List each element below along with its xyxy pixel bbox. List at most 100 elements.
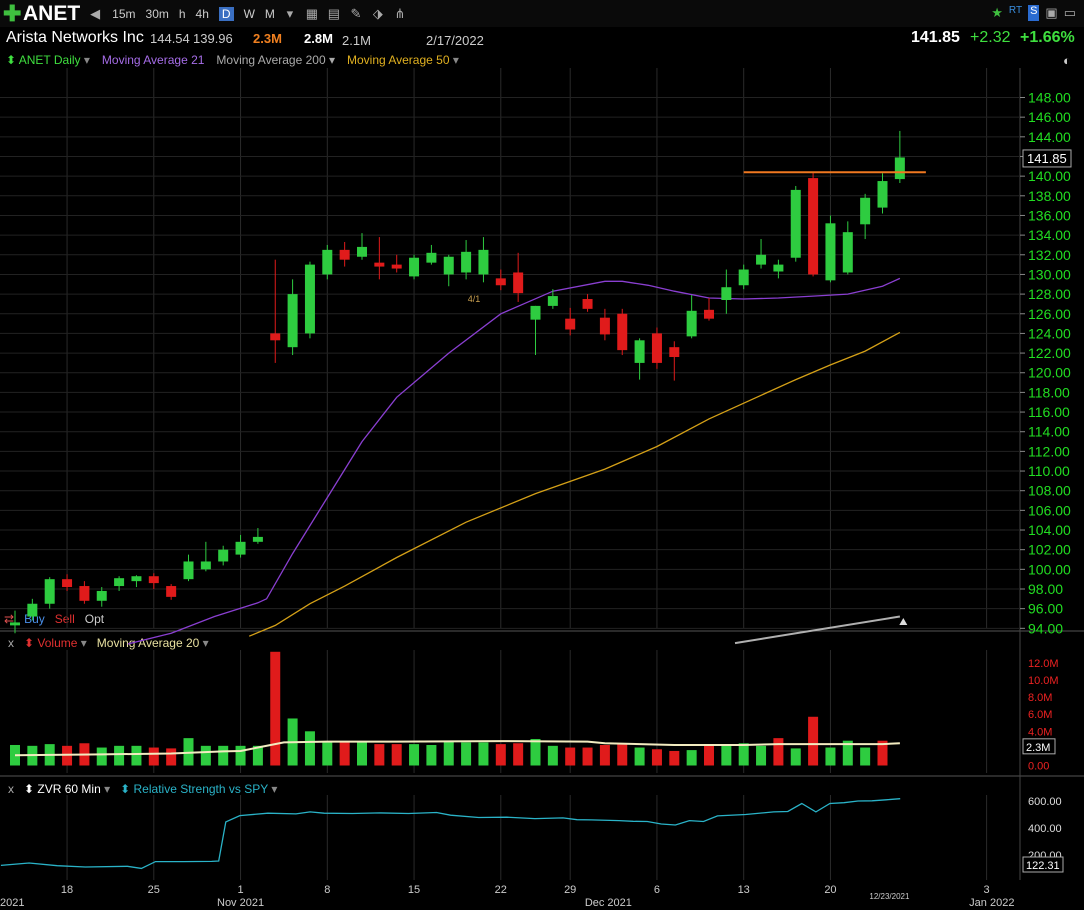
candle-body — [582, 299, 593, 309]
series-daily-label[interactable]: ⬍ ANET Daily ▾ — [6, 53, 90, 67]
volume-bar — [461, 742, 472, 766]
close-rs-panel-icon[interactable]: x — [8, 782, 14, 796]
last-price-axis-label: 141.85 — [1027, 151, 1067, 166]
volume-bar — [530, 738, 541, 766]
volume-bar — [44, 744, 55, 766]
volume-bar — [860, 747, 871, 766]
candle-body — [721, 287, 732, 300]
timeframe-30m[interactable]: 30m — [145, 6, 169, 21]
volume-axis-label: 8.0M — [1028, 692, 1052, 704]
x-axis-label: 6 — [654, 884, 660, 896]
candle-body — [252, 536, 263, 542]
candle-body — [218, 549, 229, 562]
volume-bar — [131, 745, 142, 766]
ma200-label[interactable]: Moving Average 200 ▾ — [216, 53, 335, 67]
price-axis-label: 146.00 — [1028, 109, 1071, 125]
volume-today: 2.3M — [253, 31, 282, 46]
price-axis-label: 106.00 — [1028, 502, 1071, 518]
timeframe-w[interactable]: W — [243, 6, 255, 21]
ma21-line — [127, 277, 901, 645]
chart-type-icon[interactable]: ▦ — [305, 5, 319, 21]
candle-body — [200, 561, 211, 570]
screen-icon[interactable]: S — [1028, 5, 1040, 21]
volume-bar — [651, 749, 662, 766]
price-axis-label: 100.00 — [1028, 561, 1071, 577]
volume-ma20-line — [14, 740, 900, 757]
candle-body — [270, 333, 281, 341]
tag-icon[interactable]: ⬗ — [372, 5, 383, 21]
volume-last-box — [1022, 738, 1056, 755]
timeframe-d[interactable]: D — [218, 6, 234, 21]
zvr-label[interactable]: ⬍ ZVR 60 Min ▾ — [24, 782, 111, 796]
price-axis-label: 132.00 — [1028, 247, 1071, 263]
trade-icon[interactable]: ⇄ — [4, 612, 15, 626]
quote-date: 2/17/2022 — [426, 33, 484, 48]
candle-body — [443, 256, 454, 275]
volume-bar — [513, 743, 524, 766]
close-volume-panel-icon[interactable]: x — [8, 636, 14, 650]
price-axis-label: 138.00 — [1028, 188, 1071, 204]
candle-body — [669, 347, 680, 358]
price-axis-label: 108.00 — [1028, 483, 1071, 499]
volume-ma-label[interactable]: Moving Average 20 ▾ — [96, 636, 209, 650]
indicators-icon[interactable]: ▤ — [327, 5, 341, 21]
save-icon[interactable]: ▣ — [1045, 5, 1058, 20]
volume-axis-label: 6.0M — [1028, 709, 1052, 721]
timeframe-h[interactable]: h — [178, 6, 186, 21]
rs-last-box — [1022, 856, 1064, 873]
add-symbol-icon[interactable]: ✚ — [3, 0, 22, 26]
window-icon[interactable]: ▭ — [1063, 5, 1076, 20]
company-name: Arista Networks Inc — [6, 29, 144, 46]
candle-body — [530, 305, 541, 320]
volume-bar — [599, 744, 610, 766]
timeframe-15m[interactable]: 15m — [112, 6, 136, 21]
timeframe-m[interactable]: M — [264, 6, 275, 21]
volume-axis-label: 0.00 — [1028, 761, 1049, 773]
draw-icon[interactable]: ✎ — [350, 5, 362, 21]
x-axis-label: 25 — [148, 884, 160, 896]
x-axis-label: Nov 2021 — [217, 897, 264, 909]
x-axis-label: 15 — [408, 884, 420, 896]
rs-label[interactable]: ⬍ Relative Strength vs SPY ▾ — [120, 782, 278, 796]
volume-axis-label: 2.0M — [1028, 743, 1052, 755]
x-axis-label: 1 — [237, 884, 243, 896]
x-axis-label: 2021 — [0, 897, 24, 909]
scroll-marker — [899, 618, 908, 625]
volume-other: 2.1M — [342, 33, 371, 48]
candle-body — [842, 232, 853, 273]
ma21-label[interactable]: Moving Average 21 — [101, 53, 205, 67]
candle-body — [148, 576, 159, 584]
volume-bar — [756, 745, 767, 766]
realtime-icon[interactable]: RT — [1008, 5, 1023, 16]
volume-bar — [148, 747, 159, 766]
volume-bar — [808, 716, 819, 766]
volume-bar — [669, 750, 680, 766]
volume-bar — [96, 747, 107, 766]
speaker-icon[interactable]: ◀ — [90, 5, 101, 21]
price-axis-label: 134.00 — [1028, 227, 1071, 243]
trade-buttons: ⇄ Buy Sell Opt — [4, 612, 104, 626]
favorite-star-icon[interactable]: ★ — [991, 5, 1003, 20]
volume-label[interactable]: ⬍ Volume ▾ — [24, 636, 87, 650]
price-axis-label: 144.00 — [1028, 129, 1071, 145]
price-axis-label: 140.00 — [1028, 168, 1071, 184]
palette-icon[interactable]: ◐ — [1063, 53, 1071, 68]
volume-bar — [842, 740, 853, 766]
volume-bar — [339, 741, 350, 766]
share-icon[interactable]: ⋔ — [394, 5, 406, 21]
candle-body — [322, 249, 333, 275]
candle-body — [756, 254, 767, 265]
x-axis-label: 8 — [324, 884, 330, 896]
volume-bar — [10, 744, 20, 766]
volume-bar — [374, 744, 385, 766]
chevron-down-icon[interactable]: ▾ — [286, 5, 294, 21]
buy-button[interactable]: Buy — [24, 612, 45, 626]
volume-bar — [27, 745, 38, 766]
x-axis-label: Jan 2022 — [969, 897, 1014, 909]
ma50-label[interactable]: Moving Average 50 ▾ — [346, 53, 459, 67]
symbol-input[interactable]: ANET — [23, 1, 81, 25]
timeframe-4h[interactable]: 4h — [195, 6, 209, 21]
sell-button[interactable]: Sell — [54, 612, 75, 626]
option-button[interactable]: Opt — [84, 612, 105, 626]
